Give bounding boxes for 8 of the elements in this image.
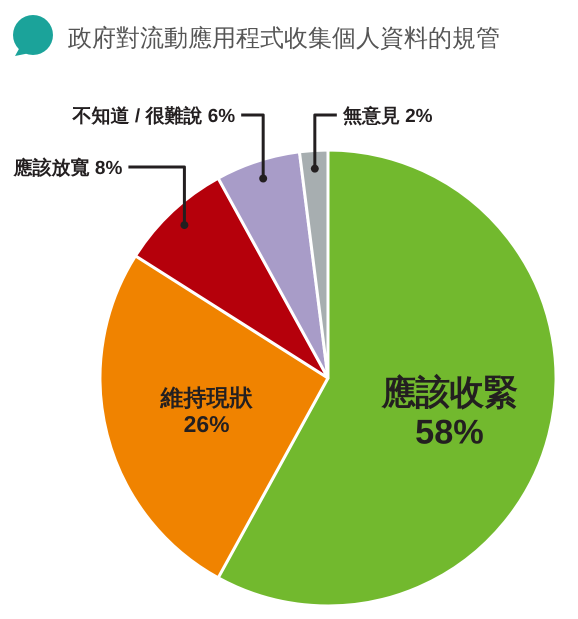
slice-label: 應該收緊: [380, 374, 518, 412]
chart-title: 政府對流動應用程式收集個人資料的規管: [68, 25, 500, 52]
slice-label: 無意見 2%: [342, 105, 433, 127]
slice-label: 應該放寬 8%: [12, 157, 123, 179]
data-label: 26%: [184, 411, 230, 438]
data-label: 58%: [415, 413, 484, 452]
slice-label: 維持現狀: [160, 384, 254, 411]
slice-label: 不知道 / 很難說 6%: [72, 105, 236, 127]
